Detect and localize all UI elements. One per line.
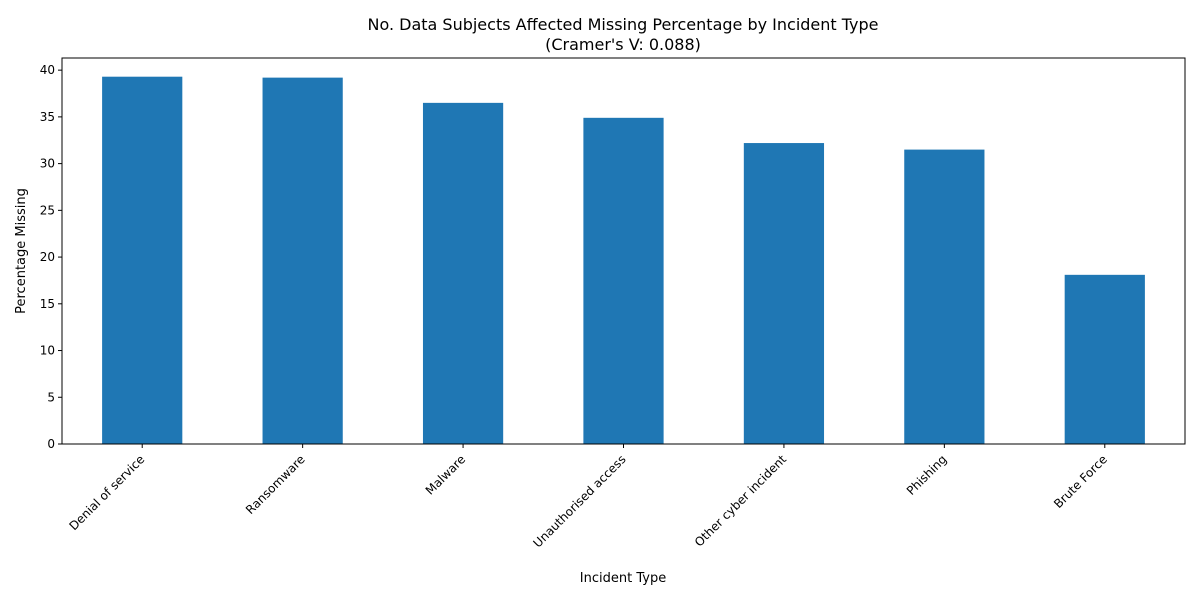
y-tick-label-2: 10 <box>40 344 55 358</box>
chart-title: No. Data Subjects Affected Missing Perce… <box>367 15 878 34</box>
y-axis-label: Percentage Missing <box>14 188 29 314</box>
x-tick-label-3: Unauthorised access <box>530 452 628 550</box>
y-tick-label-8: 40 <box>40 63 55 77</box>
bars <box>102 76 1145 445</box>
x-tick-label-5: Phishing <box>904 452 950 498</box>
x-axis: Denial of service Ransomware Malware Unauth… <box>66 444 1110 550</box>
x-axis-label: Incident Type <box>580 571 666 586</box>
bar-5 <box>904 149 985 445</box>
bar-2 <box>422 102 504 444</box>
bar-1 <box>262 77 343 444</box>
x-tick-label-0: Denial of service <box>66 452 147 533</box>
y-tick-label-7: 35 <box>40 110 55 124</box>
chart-subtitle: (Cramer's V: 0.088) <box>545 35 701 54</box>
y-tick-label-5: 25 <box>40 203 55 217</box>
bar-6 <box>1064 274 1145 444</box>
plot-frame <box>61 57 1186 445</box>
bar-0 <box>102 76 183 444</box>
y-tick-label-6: 30 <box>40 157 55 171</box>
bar-3 <box>583 117 664 444</box>
x-tick-label-1: Ransomware <box>243 452 308 517</box>
y-axis: 0 5 10 15 20 25 30 35 40 <box>40 63 62 451</box>
x-tick-label-4: Other cyber incident <box>692 452 789 549</box>
y-tick-label-4: 20 <box>40 250 55 264</box>
bar-4 <box>743 143 825 444</box>
y-tick-label-0: 0 <box>47 437 55 451</box>
y-tick-label-3: 15 <box>40 297 55 311</box>
x-tick-label-2: Malware <box>423 452 468 497</box>
y-tick-label-1: 5 <box>47 390 55 404</box>
x-tick-label-6: Brute Force <box>1051 452 1110 511</box>
